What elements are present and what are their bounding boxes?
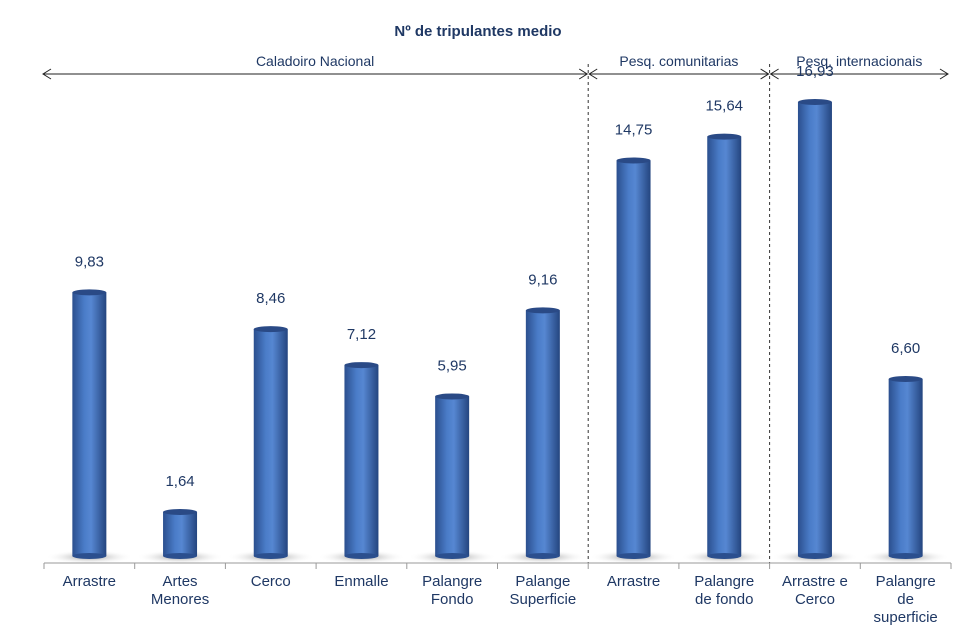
x-axis-ticks — [43, 563, 952, 569]
bar — [435, 393, 470, 559]
tick-label: Palangre — [422, 573, 482, 590]
bar-base — [616, 553, 651, 559]
data-label: 9,83 — [75, 253, 104, 270]
tick-label: Arrastre e — [782, 573, 848, 590]
bar-top — [707, 133, 742, 140]
bar — [888, 376, 923, 559]
tick-label: Artes — [163, 573, 198, 590]
data-label: 16,93 — [796, 63, 834, 80]
tick-label: Menores — [151, 591, 209, 608]
bar-base — [435, 553, 470, 559]
data-label: 5,95 — [438, 357, 467, 374]
group-arrow: Pesq. internacionais — [769, 52, 949, 80]
bar — [72, 289, 107, 559]
bar-base — [525, 553, 560, 559]
bar-body — [797, 102, 832, 556]
bar-top — [435, 393, 470, 400]
tick-label: Fondo — [431, 591, 474, 608]
bar-base — [797, 553, 832, 559]
bar-top — [888, 376, 923, 383]
data-label: 6,60 — [891, 340, 920, 357]
bar-body — [525, 310, 560, 556]
tick-label: Palangre — [876, 573, 936, 590]
tick-label: de fondo — [695, 591, 753, 608]
bar-body — [435, 396, 470, 556]
data-label: 14,75 — [615, 121, 653, 138]
data-label: 8,46 — [256, 290, 285, 307]
bar-base — [888, 553, 923, 559]
tick-label: Enmalle — [334, 573, 388, 590]
group-arrow: Caladoiro Nacional — [42, 52, 589, 80]
bar-body — [888, 379, 923, 556]
tick-label: Arrastre — [607, 573, 660, 590]
bar-base — [72, 553, 107, 559]
tick-label: Palangre — [694, 573, 754, 590]
tick-label: Cerco — [795, 591, 835, 608]
bar-top — [163, 509, 198, 516]
bar-top — [797, 99, 832, 105]
tick-label: superficie — [874, 609, 938, 626]
bar — [797, 99, 832, 559]
tick-label: Superficie — [509, 591, 576, 608]
bars — [45, 99, 950, 564]
bar-top — [72, 289, 107, 296]
chart-title: Nº de tripulantes medio — [394, 23, 561, 40]
group-arrow: Pesq. comunitarias — [588, 52, 770, 80]
bar-top — [253, 326, 288, 333]
bar — [344, 362, 379, 559]
tick-label: de — [897, 591, 914, 608]
group-label: Caladoiro Nacional — [256, 53, 374, 69]
bar-body — [253, 329, 288, 556]
bar-body — [163, 512, 198, 556]
bar — [616, 157, 651, 559]
bar-body — [616, 160, 651, 556]
group-label: Pesq. comunitarias — [619, 53, 738, 69]
bar — [525, 307, 560, 559]
data-label: 7,12 — [347, 326, 376, 343]
bar — [253, 326, 288, 559]
bar-body — [344, 365, 379, 556]
bar-base — [344, 553, 379, 559]
group-label: Pesq. internacionais — [796, 53, 922, 69]
data-label: 15,64 — [705, 98, 743, 115]
group-annotations: Caladoiro Nacional Pesq. comunitarias Pesq… — [42, 52, 949, 563]
bar — [163, 509, 198, 559]
tick-label: Arrastre — [63, 573, 116, 590]
bar — [707, 133, 742, 559]
bar-top — [525, 307, 560, 314]
tick-label: Cerco — [251, 573, 291, 590]
bar-top — [344, 362, 379, 369]
data-label: 1,64 — [165, 473, 194, 490]
bar-body — [72, 292, 107, 556]
data-label: 9,16 — [528, 271, 557, 288]
bar-top — [616, 157, 651, 164]
bar-base — [253, 553, 288, 559]
bar-body — [707, 136, 742, 557]
bar-base — [163, 553, 198, 559]
tick-label: Palange — [515, 573, 570, 590]
bar-base — [707, 553, 742, 559]
